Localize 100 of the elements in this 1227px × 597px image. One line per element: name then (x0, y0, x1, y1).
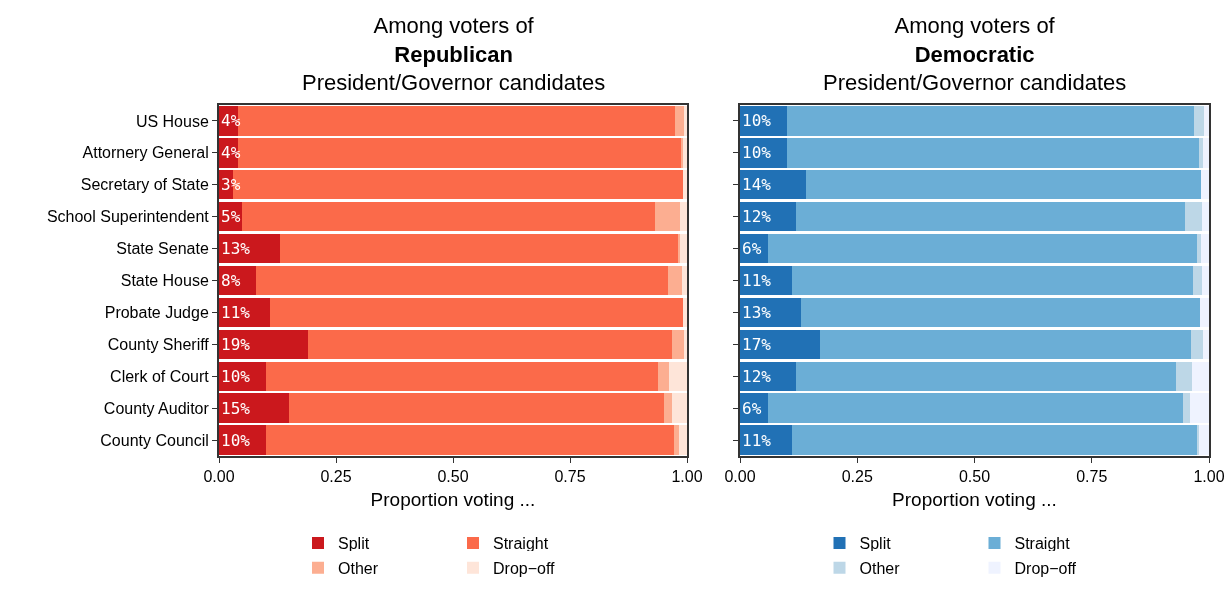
bar (674, 106, 685, 136)
x-tick-label: 1.00 (671, 468, 703, 486)
bar (265, 361, 658, 391)
bar (279, 233, 679, 264)
chart-title: Among voters of Republican President/Governor candidates (302, 13, 606, 96)
data-label: 4% (221, 143, 241, 162)
bar (805, 170, 1202, 200)
bar (1193, 106, 1204, 136)
bar (1176, 361, 1193, 391)
y-tick-label: School Superintendent (46, 208, 210, 226)
bar (270, 297, 683, 328)
x-tick-label: 0.75 (554, 468, 586, 486)
bar (768, 393, 1184, 423)
bar (796, 202, 1186, 232)
data-label: 19% (221, 335, 251, 354)
bar (682, 170, 687, 200)
bar (740, 170, 806, 200)
legend-label: Split (859, 535, 892, 553)
legend-label: Other (338, 559, 379, 577)
data-label: 3% (221, 175, 241, 194)
legend-label: Split (338, 535, 370, 553)
bar (682, 297, 687, 328)
bar (242, 202, 656, 232)
x-tick-label: 0.75 (1076, 468, 1108, 486)
legend-label: Other (859, 559, 901, 577)
data-label: 5% (221, 207, 241, 226)
data-label: 14% (742, 175, 772, 194)
x-tick-label: 1.00 (1193, 468, 1225, 486)
bar (679, 425, 687, 455)
bar (1196, 233, 1202, 264)
data-label: 8% (221, 271, 241, 290)
bar (1201, 202, 1209, 232)
bar (679, 233, 687, 264)
y-tick-label: Attornery General (82, 144, 209, 162)
bar (1192, 361, 1209, 391)
bar (1200, 297, 1209, 328)
data-label: 11% (742, 431, 772, 450)
bar (1191, 329, 1203, 359)
data-label: 11% (221, 303, 251, 322)
bar (672, 393, 687, 423)
y-tick-label: Secretary of State (80, 176, 209, 194)
bar (786, 138, 1200, 168)
bar (256, 265, 668, 296)
bar (1199, 138, 1203, 168)
data-label: 12% (742, 367, 772, 386)
bar (791, 265, 1194, 296)
bar (740, 425, 792, 455)
y-tick-label: Probate Judge (104, 304, 209, 322)
legend-label: Drop−off (493, 559, 556, 577)
bar (1193, 265, 1202, 296)
y-tick-label: State House (120, 272, 209, 290)
bar (819, 329, 1192, 359)
bar (679, 202, 687, 232)
data-label: 10% (221, 367, 251, 386)
y-tick-label: Clerk of Court (110, 367, 210, 385)
data-label: 10% (742, 143, 772, 162)
bar (1202, 329, 1209, 359)
y-tick-label: County Sheriff (107, 335, 210, 353)
bar (657, 361, 670, 391)
bar (740, 329, 820, 359)
bar (1201, 170, 1209, 200)
x-tick-label: 0.50 (958, 468, 991, 486)
x-tick-label: 0.00 (724, 468, 756, 486)
bar (265, 425, 674, 455)
data-label: 6% (742, 399, 762, 418)
y-tick-label: State Senate (116, 240, 209, 258)
x-tick-label: 0.25 (320, 468, 352, 486)
bar (667, 265, 682, 296)
bar (219, 393, 290, 423)
x-tick-label: 0.25 (841, 468, 873, 486)
x-tick-label: 0.50 (437, 468, 469, 486)
data-label: 17% (742, 335, 772, 354)
bar (684, 106, 687, 136)
bar (664, 393, 673, 423)
data-label: 12% (742, 207, 772, 226)
bar (1183, 393, 1190, 423)
bar (672, 329, 685, 359)
data-label: 10% (742, 111, 772, 130)
bar (1202, 138, 1209, 168)
data-label: 6% (742, 239, 762, 258)
bar (682, 138, 687, 168)
bar (1185, 202, 1202, 232)
bar (1199, 425, 1209, 455)
bar (791, 425, 1197, 455)
bar (673, 425, 680, 455)
x-tick-label: 0.00 (203, 468, 235, 486)
bar (289, 393, 665, 423)
data-label: 11% (742, 271, 772, 290)
y-tick-label: County Auditor (103, 399, 210, 417)
bar (786, 106, 1194, 136)
bar (796, 361, 1177, 391)
bar (800, 297, 1201, 328)
bar (1201, 265, 1209, 296)
bar (684, 329, 687, 359)
chart-title: Among voters of Democratic President/Governor candidates (823, 13, 1127, 96)
bar (307, 329, 673, 359)
bar (1203, 106, 1209, 136)
x-axis-title: Proportion voting ... (892, 488, 1057, 510)
bar (768, 233, 1197, 264)
x-axis-title: Proportion voting ... (370, 488, 536, 510)
